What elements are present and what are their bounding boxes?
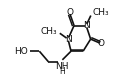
Text: O: O [98,39,105,48]
Text: N: N [65,35,71,44]
Text: HO: HO [14,47,28,56]
Text: CH₃: CH₃ [93,8,110,17]
Text: CH₃: CH₃ [40,27,57,36]
Text: NH: NH [55,62,69,71]
Text: O: O [66,8,73,17]
Text: N: N [83,21,90,30]
Text: H: H [59,67,65,76]
